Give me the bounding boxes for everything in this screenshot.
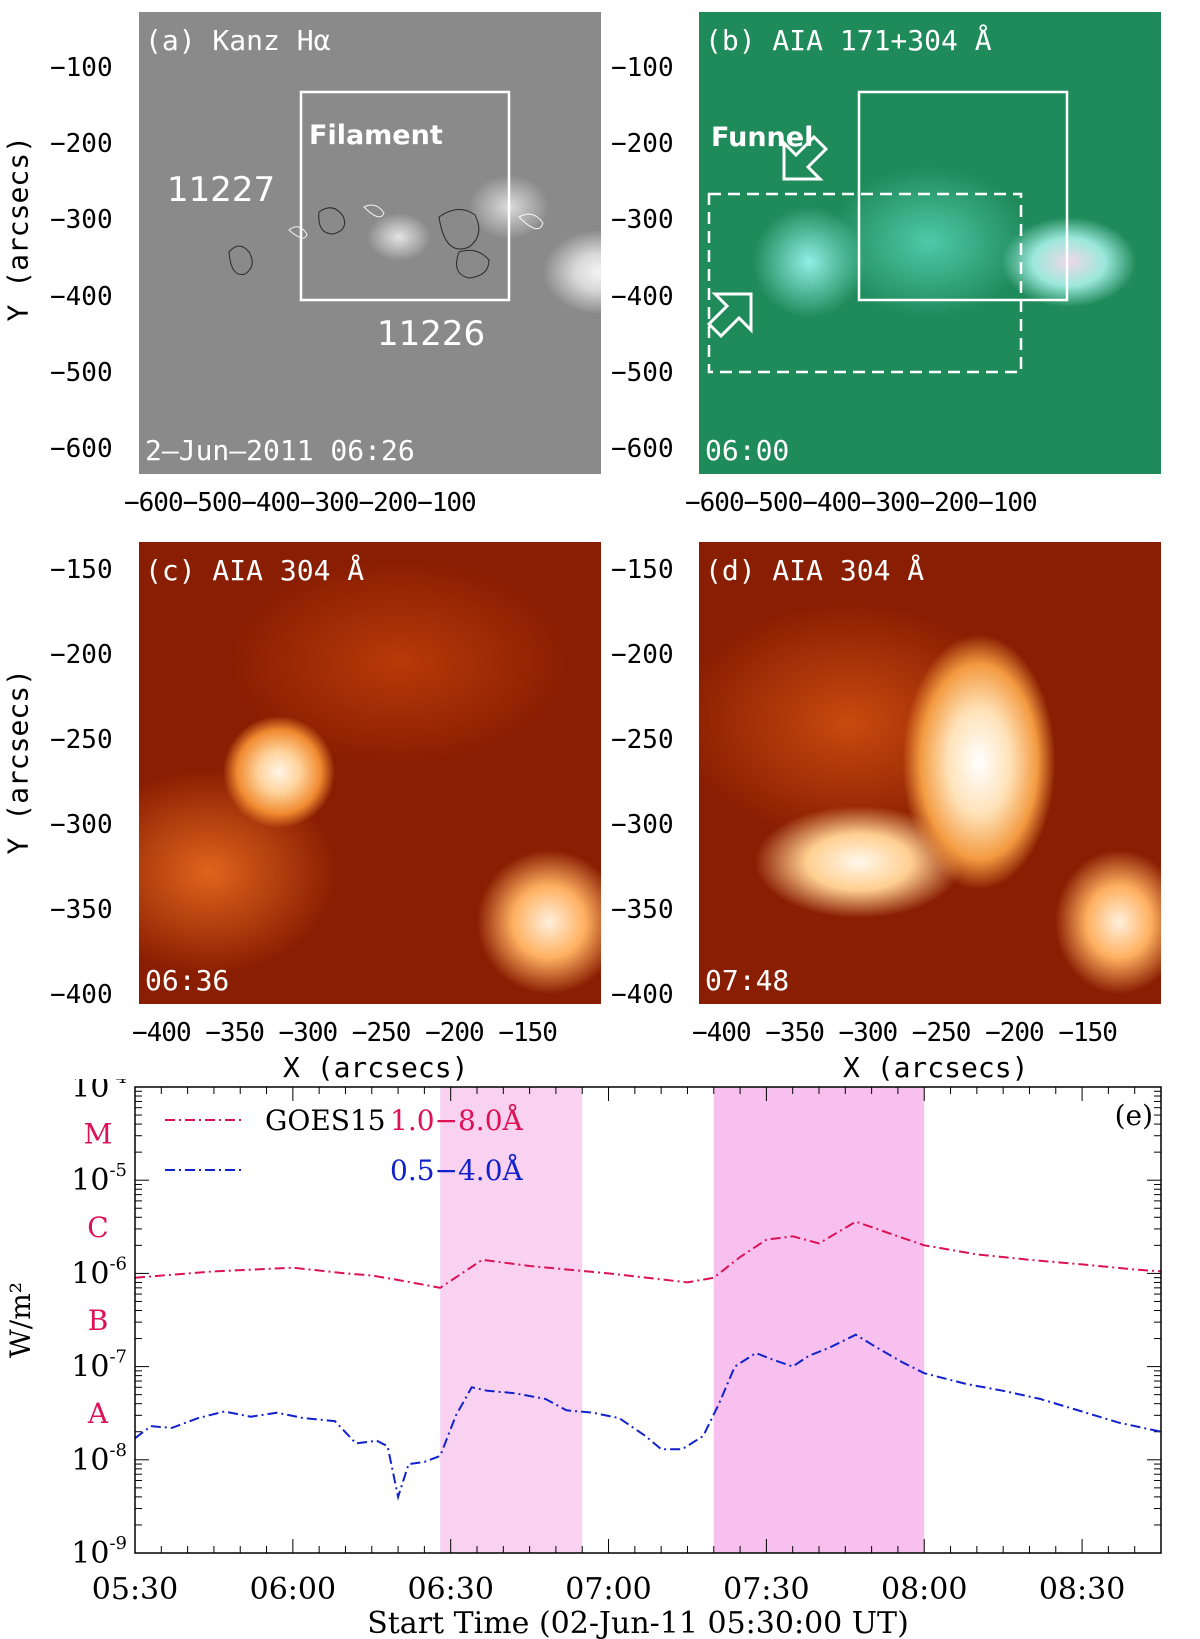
y-tick-label: 10-4 <box>71 1079 127 1105</box>
panel-c-x-axis-label: X (arcsecs) <box>283 1051 469 1084</box>
goes-light-curve-chart: 05:30 06:00 06:30 07:00 07:30 08:00 08:30 10-9 1… <box>4 1079 1162 1639</box>
shaded-interval <box>440 1087 583 1553</box>
panel-a-timestamp: 2–Jun–2011 06:26 <box>145 434 415 467</box>
panel-a-halpha-image: (a) Kanz Hα Filament 11227 11226 2–Jun–2… <box>139 12 601 474</box>
shaded-interval <box>713 1087 925 1553</box>
series-line <box>134 1220 1162 1289</box>
funnel-label: Funnel <box>711 122 814 153</box>
y-tick: −300 <box>611 205 674 235</box>
flare-class-label: A <box>87 1397 109 1430</box>
funnel-arrow-icon <box>706 292 753 339</box>
flare-class-label: C <box>87 1211 108 1244</box>
y-tick: −250 <box>50 725 113 755</box>
y-tick: −500 <box>611 358 674 388</box>
series-lines <box>134 1220 1162 1501</box>
panel-e-label: (e) <box>1115 1099 1153 1132</box>
panel-d-label: (d) AIA 304 Å <box>705 554 925 587</box>
x-tick-label: 07:00 <box>565 1572 651 1607</box>
panel-a-label: (a) Kanz Hα <box>145 24 331 57</box>
legend: GOES15 1.0−8.0Å 0.5−4.0Å <box>165 1104 524 1187</box>
y-tick: −150 <box>611 555 674 585</box>
panel-b-overlay <box>706 90 1069 374</box>
y-tick: −400 <box>50 980 113 1010</box>
x-tick-label: 08:00 <box>881 1572 967 1607</box>
panel-c-aia304-image: (c) AIA 304 Å 06:36 <box>139 542 601 1004</box>
active-region-11227-label: 11227 <box>167 170 276 210</box>
y-tick: −200 <box>50 640 113 670</box>
y-tick: −350 <box>50 895 113 925</box>
y-tick: −200 <box>611 129 674 159</box>
shaded-intervals <box>440 1087 925 1553</box>
y-tick: −150 <box>50 555 113 585</box>
plot-frame <box>134 1086 1162 1554</box>
y-tick: −300 <box>50 205 113 235</box>
panel-b-timestamp: 06:00 <box>705 434 790 467</box>
y-tick: −300 <box>611 810 674 840</box>
active-region-11226-label: 11226 <box>377 314 486 354</box>
y-tick-label: 10-9 <box>71 1533 127 1571</box>
y-tick: −100 <box>611 53 674 83</box>
y-tick: −500 <box>50 358 113 388</box>
y-tick: −400 <box>611 282 674 312</box>
panel-b-xticks: −600−500−400−300−200−100 <box>685 488 1038 518</box>
y-tick-label: 10-6 <box>71 1253 127 1291</box>
y-tick: −200 <box>611 640 674 670</box>
x-axis-label: Start Time (02-Jun-11 05:30:00 UT) <box>367 1606 909 1639</box>
y-tick: −400 <box>611 980 674 1010</box>
panel-d-x-axis-label: X (arcsecs) <box>843 1051 1029 1084</box>
y-tick-label: 10-8 <box>71 1440 127 1478</box>
x-tick-label: 06:30 <box>407 1572 493 1607</box>
funnel-arrow-icon <box>782 134 829 181</box>
panel-d-xticks: −400 −350 −300 −250 −200 −150 <box>692 1018 1118 1048</box>
y-tick: −600 <box>50 434 113 464</box>
legend-instrument: GOES15 <box>265 1104 386 1137</box>
tick-labels: 05:30 06:00 06:30 07:00 07:30 08:00 08:30 10-9 1… <box>71 1079 1125 1607</box>
y-tick: −200 <box>50 129 113 159</box>
x-tick-label: 06:00 <box>250 1572 336 1607</box>
flare-class-label: M <box>84 1118 113 1151</box>
panel-a-overlay <box>228 90 544 302</box>
panel-c-timestamp: 06:36 <box>145 964 230 997</box>
y-tick: −350 <box>611 895 674 925</box>
y-tick-label: 10-7 <box>71 1347 127 1385</box>
x-tick-label: 05:30 <box>92 1572 178 1607</box>
legend-series-0-5-4: 0.5−4.0Å <box>390 1154 524 1187</box>
y-tick: −400 <box>50 282 113 312</box>
y-axis-label: W/m² <box>4 1282 37 1358</box>
series-line <box>134 1333 1162 1501</box>
y-tick: −100 <box>50 53 113 83</box>
panel-a-xticks: −600−500−400−300−200−100 <box>124 488 477 518</box>
legend-series-1-8: 1.0−8.0Å <box>390 1104 524 1137</box>
row1-y-axis-label: Y (arcsecs) <box>1 136 35 322</box>
y-tick-label: 10-5 <box>71 1160 127 1198</box>
y-tick: −250 <box>611 725 674 755</box>
panel-d-timestamp: 07:48 <box>705 964 790 997</box>
panel-c-xticks: −400 −350 −300 −250 −200 −150 <box>132 1018 558 1048</box>
panel-b-aia-image: (b) AIA 171+304 Å Funnel 06:00 <box>699 12 1161 474</box>
filament-label: Filament <box>309 120 443 151</box>
y-tick: −600 <box>611 434 674 464</box>
panel-b-label: (b) AIA 171+304 Å <box>705 24 992 57</box>
axis-ticks <box>134 1087 1162 1554</box>
panel-c-label: (c) AIA 304 Å <box>145 554 365 587</box>
x-tick-label: 08:30 <box>1039 1572 1125 1607</box>
y-tick: −300 <box>50 810 113 840</box>
x-tick-label: 07:30 <box>723 1572 809 1607</box>
panel-d-aia304-image: (d) AIA 304 Å 07:48 <box>699 542 1161 1004</box>
row2-y-axis-label: Y (arcsecs) <box>1 669 35 855</box>
flare-class-label: B <box>88 1304 109 1337</box>
